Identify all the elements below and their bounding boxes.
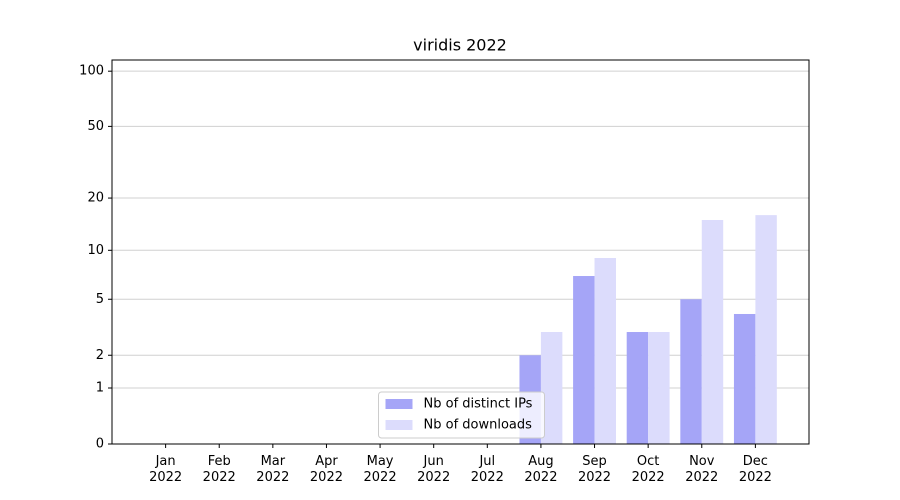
x-tick-label: Dec 2022	[739, 454, 772, 485]
y-tick-label: 20	[87, 191, 104, 206]
bar	[701, 220, 724, 444]
legend-label: Nb of downloads	[424, 418, 533, 433]
y-tick-label: 1	[96, 381, 104, 396]
x-tick-label: Aug 2022	[524, 454, 557, 485]
plot-frame	[111, 59, 810, 445]
y-tick-label: 10	[87, 243, 104, 258]
x-tick-label: May 2022	[364, 454, 397, 485]
y-tick-label: 100	[79, 64, 104, 79]
y-tick-label: 0	[96, 437, 104, 452]
legend-box	[378, 391, 545, 439]
x-tick-label: Sep 2022	[578, 454, 611, 485]
x-tick-label: Oct 2022	[632, 454, 665, 485]
x-tick-label: Jan 2022	[149, 454, 182, 485]
bar	[573, 276, 595, 444]
bar	[755, 215, 777, 444]
x-tick-label: Jun 2022	[417, 454, 450, 485]
x-tick-label: Feb 2022	[203, 454, 236, 485]
bar	[540, 332, 563, 444]
bar	[648, 332, 670, 444]
y-tick-label: 50	[87, 119, 104, 134]
x-tick-label: Mar 2022	[256, 454, 289, 485]
bar	[733, 313, 756, 444]
y-tick-label: 2	[96, 348, 104, 363]
legend-swatch	[385, 420, 413, 430]
x-tick-label: Jul 2022	[471, 454, 504, 485]
x-tick-label: Nov 2022	[685, 454, 718, 485]
bar	[626, 332, 649, 444]
legend-label: Nb of distinct IPs	[424, 397, 533, 412]
legend-swatch	[385, 399, 413, 409]
chart-title: viridis 2022	[413, 36, 507, 55]
bar	[594, 257, 616, 444]
y-tick-label: 5	[96, 292, 104, 307]
bar	[680, 299, 702, 444]
x-tick-label: Apr 2022	[310, 454, 343, 485]
